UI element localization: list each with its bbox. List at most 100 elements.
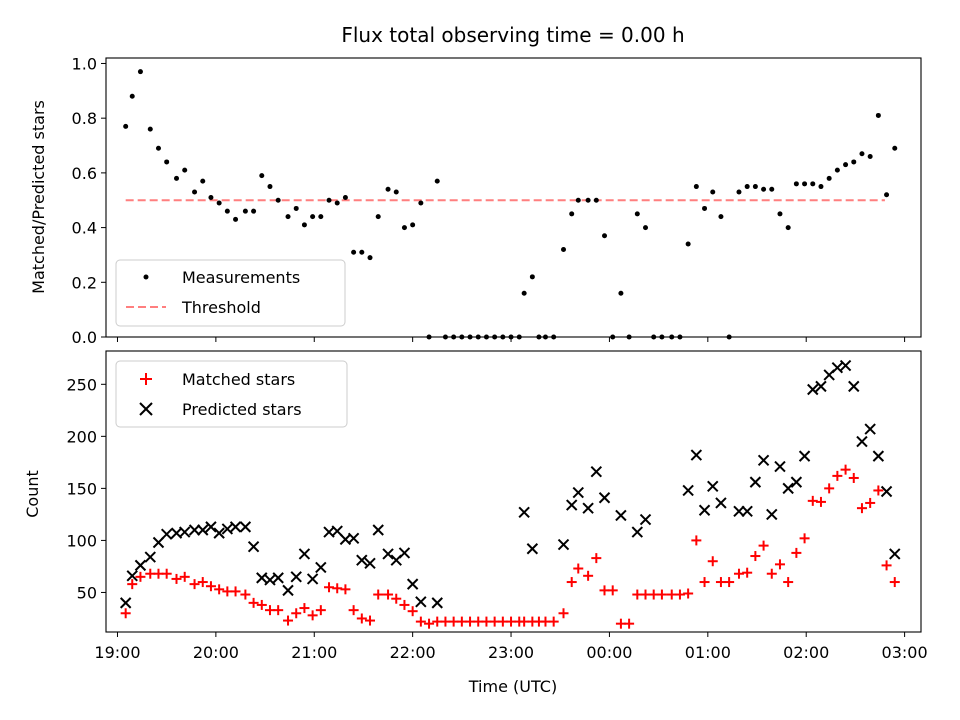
matched-star-point bbox=[724, 577, 735, 588]
predicted-star-point bbox=[415, 596, 427, 608]
predicted-star-point bbox=[848, 380, 860, 393]
legend-matched-marker bbox=[140, 373, 152, 385]
predicted-star-point bbox=[134, 559, 147, 572]
matched-star-point bbox=[607, 585, 618, 596]
matched-star-point bbox=[799, 533, 810, 544]
measurement-point bbox=[752, 184, 758, 190]
y-tick-label: 0.8 bbox=[72, 109, 97, 128]
matched-star-point bbox=[324, 582, 335, 593]
predicted-star-point bbox=[526, 543, 539, 555]
measurement-point bbox=[710, 189, 716, 195]
measurement-point bbox=[434, 178, 440, 184]
measurement-point bbox=[275, 197, 281, 203]
predicted-star-point bbox=[889, 548, 901, 560]
matched-star-point bbox=[189, 579, 200, 590]
count-axes: 19:00 20:00 21:00 22:00 23:00 00:00 01:00 02:00… bbox=[66, 375, 927, 662]
predicted-star-point bbox=[126, 570, 138, 582]
matched-star-point bbox=[815, 496, 826, 507]
predicted-star-point bbox=[707, 480, 719, 493]
x-tick-label: 02:00 bbox=[783, 643, 829, 662]
count-legend-box bbox=[115, 360, 348, 428]
measurement-point bbox=[569, 211, 575, 217]
matched-star-point bbox=[865, 497, 876, 508]
x-tick-label: 22:00 bbox=[390, 643, 436, 662]
predicted-star-point bbox=[839, 359, 852, 372]
measurement-point bbox=[561, 246, 567, 252]
measurement-point bbox=[351, 249, 357, 255]
predicted-star-point bbox=[615, 509, 627, 522]
matched-star-point bbox=[135, 571, 146, 582]
measurement-point bbox=[643, 225, 649, 231]
predicted-star-point bbox=[356, 554, 368, 566]
matched-star-point bbox=[807, 495, 818, 506]
matched-star-point bbox=[356, 613, 367, 624]
measurement-point bbox=[367, 255, 373, 261]
measurement-point bbox=[251, 208, 257, 214]
matched-star-point bbox=[424, 618, 435, 629]
count-y-axis-label: Count bbox=[23, 470, 42, 518]
matched-star-point bbox=[307, 610, 318, 621]
ratio-axes: 0.0 0.2 0.4 0.6 0.8 1.0 bbox=[72, 54, 906, 347]
measurement-point bbox=[334, 200, 340, 206]
predicted-star-point bbox=[690, 449, 703, 461]
measurement-point bbox=[718, 214, 724, 220]
x-tick-label: 00:00 bbox=[586, 643, 632, 662]
matched-star-point bbox=[407, 606, 418, 617]
predicted-star-point bbox=[766, 508, 778, 521]
matched-star-point bbox=[383, 589, 394, 600]
predicted-star-point bbox=[590, 466, 603, 478]
matched-star-point bbox=[291, 608, 302, 619]
measurement-point bbox=[359, 249, 365, 255]
x-tick-label: 23:00 bbox=[488, 643, 534, 662]
matched-star-point bbox=[127, 579, 138, 590]
measurement-point bbox=[285, 214, 291, 220]
predicted-star-point bbox=[406, 578, 419, 590]
matched-star-point bbox=[566, 577, 577, 588]
ratio-y-axis-label: Matched/Predicted stars bbox=[29, 100, 48, 294]
matched-star-point bbox=[707, 556, 718, 567]
measurement-point bbox=[174, 175, 180, 181]
measurement-point bbox=[410, 222, 416, 228]
predicted-star-point bbox=[598, 492, 611, 504]
measurement-point bbox=[761, 186, 767, 192]
predicted-star-point bbox=[372, 524, 384, 536]
predicted-star-point bbox=[290, 571, 302, 583]
predicted-star-point bbox=[221, 523, 234, 535]
predicted-star-point bbox=[566, 499, 578, 511]
measurement-point bbox=[875, 112, 881, 118]
matched-star-point bbox=[256, 599, 267, 610]
matched-star-point bbox=[391, 593, 402, 604]
matched-star-point bbox=[240, 589, 251, 600]
measurement-point bbox=[342, 195, 348, 200]
matched-star-point bbox=[591, 553, 602, 564]
matched-star-point bbox=[832, 470, 843, 481]
x-tick-label: 03:00 bbox=[882, 643, 928, 662]
matched-star-point bbox=[848, 472, 859, 483]
predicted-star-point bbox=[807, 383, 819, 396]
matched-star-point bbox=[299, 603, 310, 614]
predicted-star-point bbox=[213, 527, 225, 539]
y-tick-label: 0.4 bbox=[72, 219, 97, 238]
measurement-point bbox=[182, 167, 188, 173]
matched-star-point bbox=[161, 568, 172, 579]
measurement-point bbox=[233, 216, 239, 222]
predicted-star-point bbox=[518, 506, 530, 519]
predicted-star-point bbox=[431, 597, 443, 609]
measurement-point bbox=[602, 233, 608, 239]
matched-star-point bbox=[824, 483, 835, 494]
predicted-star-point bbox=[733, 505, 745, 517]
measurement-point bbox=[702, 205, 708, 211]
x-tick-label: 01:00 bbox=[685, 643, 731, 662]
measurement-point bbox=[192, 189, 198, 195]
measurement-point bbox=[851, 159, 857, 165]
matched-star-point bbox=[273, 605, 284, 616]
matched-star-point bbox=[248, 597, 259, 608]
measurement-point bbox=[585, 197, 591, 203]
measurement-point bbox=[736, 189, 742, 195]
measurement-point bbox=[810, 181, 816, 187]
matched-star-point bbox=[856, 503, 867, 514]
predicted-star-point bbox=[144, 551, 156, 563]
matched-star-point bbox=[683, 588, 694, 599]
measurement-point bbox=[575, 197, 581, 203]
matched-star-point bbox=[742, 567, 753, 578]
